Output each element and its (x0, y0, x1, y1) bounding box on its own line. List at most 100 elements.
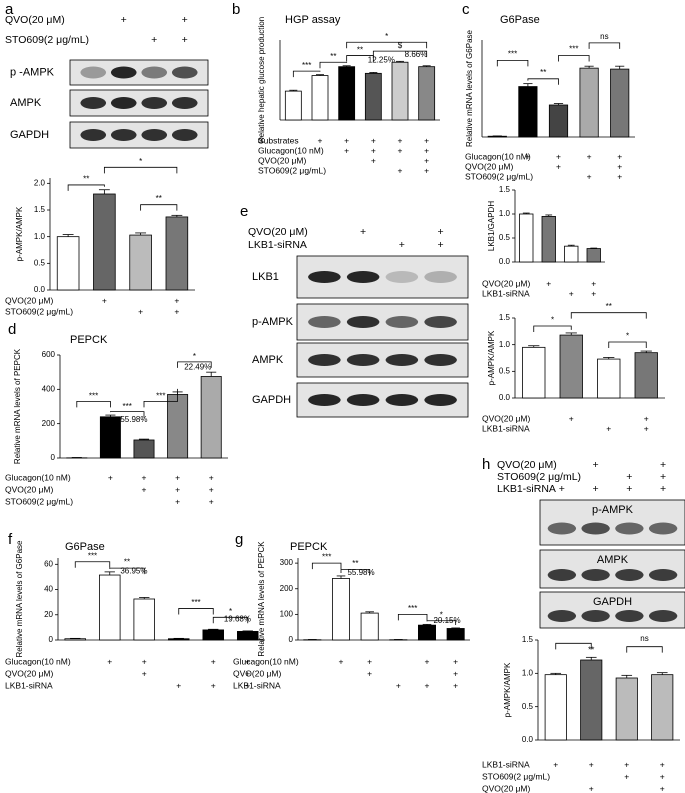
blot-band (80, 66, 107, 79)
condition-mark: + (102, 295, 107, 305)
annotation: 55.98% (120, 415, 147, 424)
blot-band (581, 522, 610, 535)
blot-strip (539, 499, 685, 546)
condition-mark: + (108, 472, 113, 482)
bar (519, 213, 534, 263)
annotation: ** (357, 45, 363, 54)
blot-band (424, 271, 457, 283)
blot-band (648, 610, 678, 622)
panel-letter: b (232, 1, 240, 18)
condition-mark: + (593, 459, 599, 471)
condition-label: Glucagon(10 nM) (258, 145, 324, 155)
condition-mark: + (398, 145, 403, 155)
bar (518, 86, 538, 138)
condition-mark: + (587, 151, 592, 161)
y-tick-label: 0.0 (499, 257, 511, 266)
y-axis-label: Relative mRNA levels of PEPCK (13, 348, 22, 464)
y-tick-label: 40 (44, 585, 53, 594)
y-tick-label: 0.0 (522, 735, 534, 744)
blot-band (308, 394, 341, 406)
bar (597, 358, 621, 399)
condition-label: QVO(20 μM) (482, 413, 531, 423)
annotation: ns (600, 32, 608, 41)
bar (586, 248, 601, 263)
annotation: ** (588, 645, 594, 654)
y-tick-label: 0.5 (34, 258, 46, 267)
chart-title: HGP assay (285, 14, 341, 26)
bar (129, 234, 152, 291)
condition-mark: + (453, 680, 458, 690)
condition-mark: + (553, 759, 558, 769)
condition-mark: + (425, 680, 430, 690)
condition-mark: + (556, 161, 561, 171)
y-axis-label: Relative mRNA levels of G6Pase (465, 29, 474, 146)
significance-bracket (570, 312, 647, 319)
panel-letter: c (462, 1, 470, 18)
condition-mark: + (360, 226, 366, 238)
significance-bracket (311, 562, 342, 570)
blot-band (346, 394, 380, 406)
annotation: *** (302, 61, 311, 70)
blot-band (141, 129, 168, 141)
y-tick-label: 2.0 (34, 178, 46, 187)
annotation: 20.15% (433, 616, 460, 625)
blot-band (615, 610, 644, 622)
bar (167, 638, 190, 641)
bar (522, 346, 546, 399)
condition-label: QVO(20 μM) (5, 484, 54, 494)
condition-label: LKB1-siRNA (482, 759, 530, 769)
condition-label: QVO(20 μM) (5, 295, 54, 305)
blot-row-label: p-AMPK (592, 504, 634, 516)
blot-band (547, 522, 577, 535)
bar (338, 66, 356, 121)
blot-band (547, 610, 577, 622)
condition-label: QVO(20 μM) (258, 155, 307, 165)
blot-row-label: AMPK (597, 554, 629, 566)
condition-mark: + (424, 155, 429, 165)
condition-mark: + (182, 34, 188, 46)
condition-mark: + (367, 668, 372, 678)
condition-mark: + (175, 484, 180, 494)
condition-mark: + (593, 483, 599, 495)
condition-mark: + (367, 656, 372, 666)
y-axis-label: p-AMPK/AMPK (503, 662, 512, 717)
annotation: * (626, 331, 629, 340)
condition-mark: + (660, 483, 666, 495)
condition-label: QVO(20 μM) (482, 783, 531, 793)
bar (360, 612, 379, 641)
blot-band (385, 394, 419, 406)
bar (417, 624, 436, 641)
y-tick-label: 0.0 (34, 285, 46, 294)
condition-mark: + (424, 145, 429, 155)
condition-mark: + (660, 459, 666, 471)
annotation: *** (191, 598, 200, 607)
annotation: * (385, 32, 388, 41)
annotation: ** (124, 558, 130, 567)
y-tick-label: 1.0 (499, 340, 511, 349)
condition-mark: + (121, 14, 127, 26)
y-axis-label: Relative mRNA levels of G6Pase (15, 540, 24, 657)
y-tick-label: 1.0 (522, 668, 534, 677)
condition-label: QVO(20 μM) (233, 668, 282, 678)
blot-row-label: p-AMPK (252, 316, 294, 328)
condition-mark: + (453, 668, 458, 678)
condition-mark: + (371, 155, 376, 165)
bar (284, 90, 302, 121)
condition-mark: + (589, 783, 594, 793)
bar (418, 66, 436, 121)
condition-label: STO609(2 μg/mL) (482, 771, 550, 781)
bar (133, 439, 155, 459)
y-tick-label: 1.5 (34, 205, 46, 214)
annotation: $ (398, 41, 403, 50)
annotation: * (193, 352, 196, 361)
y-axis-label: p-AMPK/AMPK (487, 330, 496, 385)
condition-mark: + (142, 484, 147, 494)
condition-mark: + (174, 306, 179, 316)
blot-band (141, 97, 168, 109)
condition-mark: + (591, 278, 596, 288)
condition-mark: + (398, 165, 403, 175)
condition-mark: + (399, 239, 405, 251)
significance-bracket (372, 50, 428, 58)
blot-row-label: GAPDH (593, 596, 632, 608)
condition-label: LKB1-siRNA (233, 680, 281, 690)
